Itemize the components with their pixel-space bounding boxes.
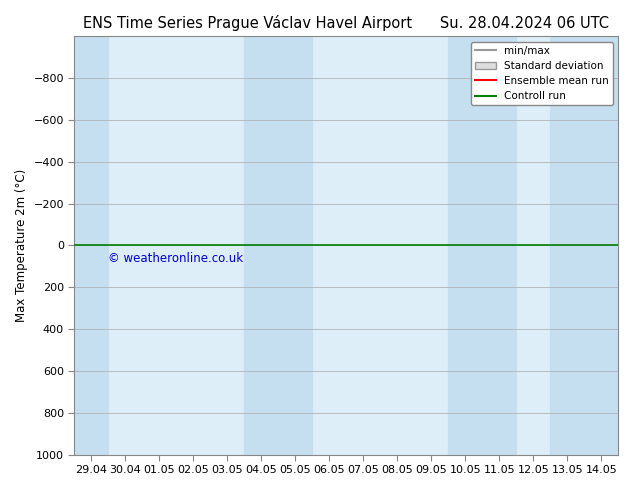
Bar xyxy=(448,36,482,455)
Text: © weatheronline.co.uk: © weatheronline.co.uk xyxy=(108,252,243,265)
Bar xyxy=(74,36,108,455)
Bar xyxy=(585,36,619,455)
Title: ENS Time Series Prague Václav Havel Airport      Su. 28.04.2024 06 UTC: ENS Time Series Prague Václav Havel Airp… xyxy=(84,15,609,31)
Bar xyxy=(482,36,517,455)
Bar xyxy=(245,36,278,455)
Bar xyxy=(278,36,313,455)
Y-axis label: Max Temperature 2m (°C): Max Temperature 2m (°C) xyxy=(15,169,28,322)
Legend: min/max, Standard deviation, Ensemble mean run, Controll run: min/max, Standard deviation, Ensemble me… xyxy=(471,42,613,105)
Bar xyxy=(550,36,585,455)
